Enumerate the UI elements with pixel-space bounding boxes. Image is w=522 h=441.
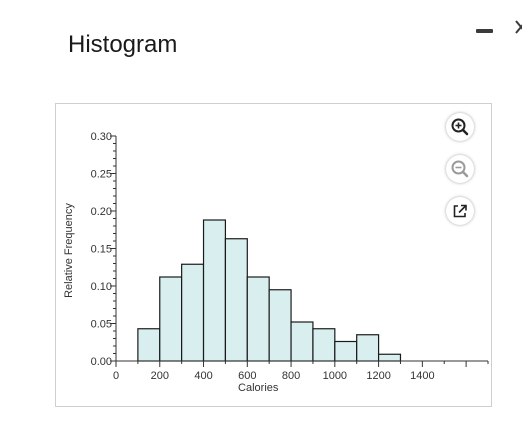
x-tick-label: 600: [238, 370, 256, 382]
external-link-icon: [453, 204, 467, 218]
histogram-chart: 0.00 0.05 0.10 0.15 0.20 0.25 0.30 0 200 400 600 80…: [63, 131, 489, 394]
histogram-bar: [268, 289, 292, 362]
close-button[interactable]: [510, 14, 522, 38]
x-axis-title: Calories: [238, 382, 279, 394]
panel-title: Histogram: [68, 31, 178, 58]
y-tick-label: 0.25: [91, 169, 112, 181]
y-axis-title: Relative Frequency: [63, 203, 75, 298]
x-tick-label: 1000: [323, 370, 347, 382]
histogram-bar: [312, 328, 336, 362]
y-tick-label: 0.30: [91, 131, 112, 143]
histogram-bar: [181, 263, 205, 362]
chart-frame: 0.00 0.05 0.10 0.15 0.20 0.25 0.30 0 200 400 600 80…: [55, 103, 492, 407]
x-tick-label: 0: [113, 370, 119, 382]
histogram-bar: [202, 219, 227, 362]
histogram-bar: [159, 276, 183, 362]
histogram-bar: [356, 334, 380, 362]
y-tick-label: 0.00: [91, 356, 112, 368]
zoom-out-icon: [451, 160, 469, 178]
zoom-in-icon: [451, 118, 469, 136]
x-tick-label: 1200: [366, 370, 390, 382]
y-tick-label: 0.20: [91, 206, 112, 218]
histogram-bar: [377, 353, 402, 362]
close-icon: [515, 20, 522, 34]
x-tick-label: 400: [194, 370, 212, 382]
zoom-in-button[interactable]: [446, 113, 474, 141]
histogram-bar: [137, 328, 161, 362]
popout-button[interactable]: [446, 197, 474, 225]
histogram-bar: [246, 276, 270, 362]
histogram-bar: [224, 238, 248, 362]
minimize-button[interactable]: [476, 26, 494, 36]
histogram-bar: [334, 340, 358, 362]
x-tick-label: 200: [151, 370, 169, 382]
x-tick-label: 1400: [410, 370, 434, 382]
x-tick-label: 800: [282, 370, 300, 382]
y-tick-label: 0.15: [91, 244, 112, 256]
histogram-bar: [290, 321, 314, 362]
y-tick-label: 0.05: [91, 319, 112, 331]
zoom-out-button[interactable]: [446, 155, 474, 183]
y-tick-label: 0.10: [91, 281, 112, 293]
